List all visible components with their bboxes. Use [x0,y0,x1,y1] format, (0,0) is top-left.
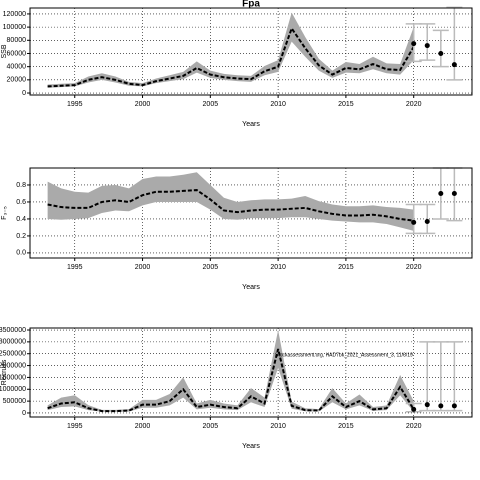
error-bar [405,203,422,235]
y-tick-label: 0.0 [16,250,26,257]
x-tick-label: 2005 [203,423,219,430]
point [438,403,444,409]
y-tick-label: 3500000 [0,327,26,334]
y-tick-label: 0.6 [16,199,26,206]
error-bar [446,341,463,412]
x-tick-label: 2020 [406,264,422,271]
confidence-band [47,330,414,412]
y-tick-label: 20000 [7,77,27,84]
plot-frame [29,7,473,96]
x-axis-label: Years [242,443,260,450]
point [451,190,457,196]
y-tick-label: 0.4 [16,216,26,223]
y-tick-label: 3000000 [0,339,26,346]
x-tick-label: 2010 [270,423,286,430]
y-tick-label: 2500000 [0,351,26,358]
x-tick-label: 1995 [67,423,83,430]
point [424,43,430,49]
x-tick-label: 2000 [135,264,151,271]
annotation: Stockassessment.org, HAD7bk_2021_Assessm… [275,352,413,358]
point [411,406,417,412]
error-bar [419,23,436,61]
x-tick-label: 2015 [338,101,354,108]
point [451,62,457,68]
point [438,190,444,196]
y-tick-label: 1500000 [0,374,26,381]
y-tick-label: 0 [22,90,26,97]
y-tick-label: 0.8 [16,182,26,189]
x-tick-label: 2020 [406,423,422,430]
y-tick-label: 1000000 [0,386,26,393]
x-tick-label: 2015 [338,423,354,430]
y-tick-label: 0 [22,410,26,417]
y-tick-label: 60000 [7,50,27,57]
y-tick-label: 100000 [3,24,26,31]
x-tick-label: 2005 [203,101,219,108]
line [47,348,415,413]
x-tick-label: 2015 [338,264,354,271]
confidence-band [47,12,414,88]
plot-frame [29,167,473,259]
y-tick-label: 0.2 [16,233,26,240]
y-axis-label: Recruits [1,359,8,385]
line [47,189,414,222]
x-axis-label: Years [242,121,260,128]
line [47,26,415,88]
y-tick-label: 500000 [3,398,26,405]
y-axis-label: F₃₋₅ [1,206,8,220]
x-tick-label: 2010 [270,101,286,108]
point [424,218,430,224]
error-bar [432,29,449,68]
x-tick-label: 2005 [203,264,219,271]
error-bar [419,203,436,235]
x-tick-label: 2020 [406,101,422,108]
point [424,402,430,408]
x-tick-label: 2000 [135,423,151,430]
point [451,403,457,409]
y-tick-label: 40000 [7,64,27,71]
x-tick-label: 1995 [67,101,83,108]
y-axis-label: SSB [1,44,8,58]
chart-title: Fpa [242,0,260,10]
confidence-band [47,172,414,231]
error-bar [419,341,436,412]
y-tick-label: 2000000 [0,362,26,369]
y-tick-label: 80000 [7,37,27,44]
y-tick-label: 120000 [3,11,26,18]
point [438,50,444,56]
x-tick-label: 2010 [270,264,286,271]
point [411,41,417,47]
x-tick-label: 2000 [135,101,151,108]
error-bar [446,6,463,81]
point [411,219,417,225]
error-bar [432,341,449,412]
x-axis-label: Years [242,284,260,291]
plot-frame [29,327,473,418]
x-tick-label: 1995 [67,264,83,271]
